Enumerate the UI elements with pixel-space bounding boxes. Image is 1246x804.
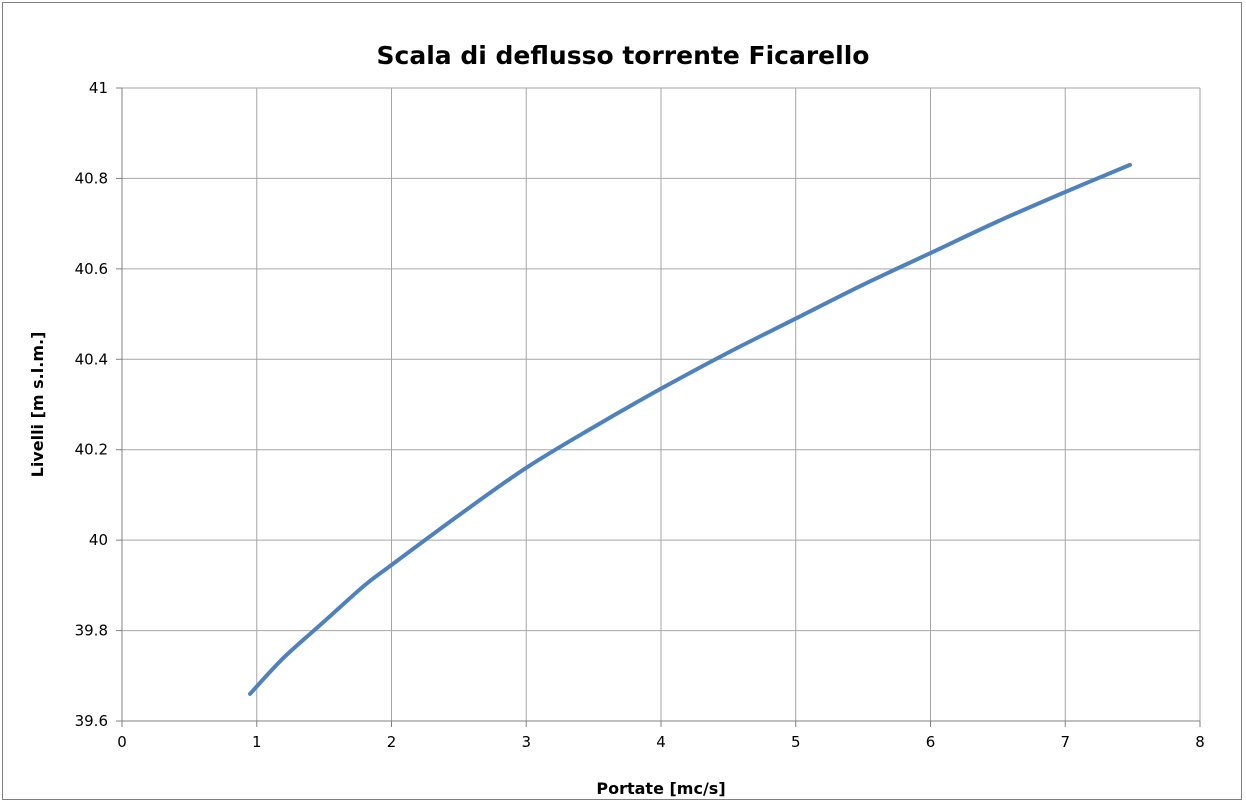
y-tick-label: 40.2 <box>75 441 108 459</box>
chart-title: Scala di deflusso torrente Ficarello <box>376 41 870 70</box>
y-tick-label: 40.4 <box>75 350 108 368</box>
x-tick-label: 6 <box>926 733 936 751</box>
y-tick-label: 39.6 <box>75 712 108 730</box>
tick-labels: 0 1 2 3 4 5 6 7 8 39.6 39.8 40 40.2 40.4 40.6 40.8 41 <box>75 79 1205 751</box>
y-tick-label: 39.8 <box>75 622 108 640</box>
x-tick-label: 1 <box>252 733 262 751</box>
plot-area: 0 1 2 3 4 5 6 7 8 39.6 39.8 40 40.2 40.4 40.6 40.8 41 Po… <box>28 79 1205 798</box>
x-tick-label: 5 <box>791 733 801 751</box>
x-tick-label: 0 <box>117 733 127 751</box>
x-tick-label: 4 <box>656 733 666 751</box>
y-tick-label: 40.6 <box>75 260 108 278</box>
x-tick-label: 7 <box>1060 733 1070 751</box>
gridlines <box>121 87 1201 722</box>
x-tick-label: 3 <box>521 733 531 751</box>
y-axis-title: Livelli [m s.l.m.] <box>28 332 47 478</box>
x-axis-title: Portate [mc/s] <box>596 779 725 798</box>
x-tick-label: 8 <box>1195 733 1205 751</box>
x-tick-label: 2 <box>387 733 397 751</box>
y-tick-label: 41 <box>89 79 108 97</box>
y-tick-label: 40 <box>89 531 108 549</box>
series-layer <box>248 162 1132 696</box>
y-tick-label: 40.8 <box>75 169 108 187</box>
series-line <box>248 162 1132 696</box>
axes <box>116 87 1201 727</box>
